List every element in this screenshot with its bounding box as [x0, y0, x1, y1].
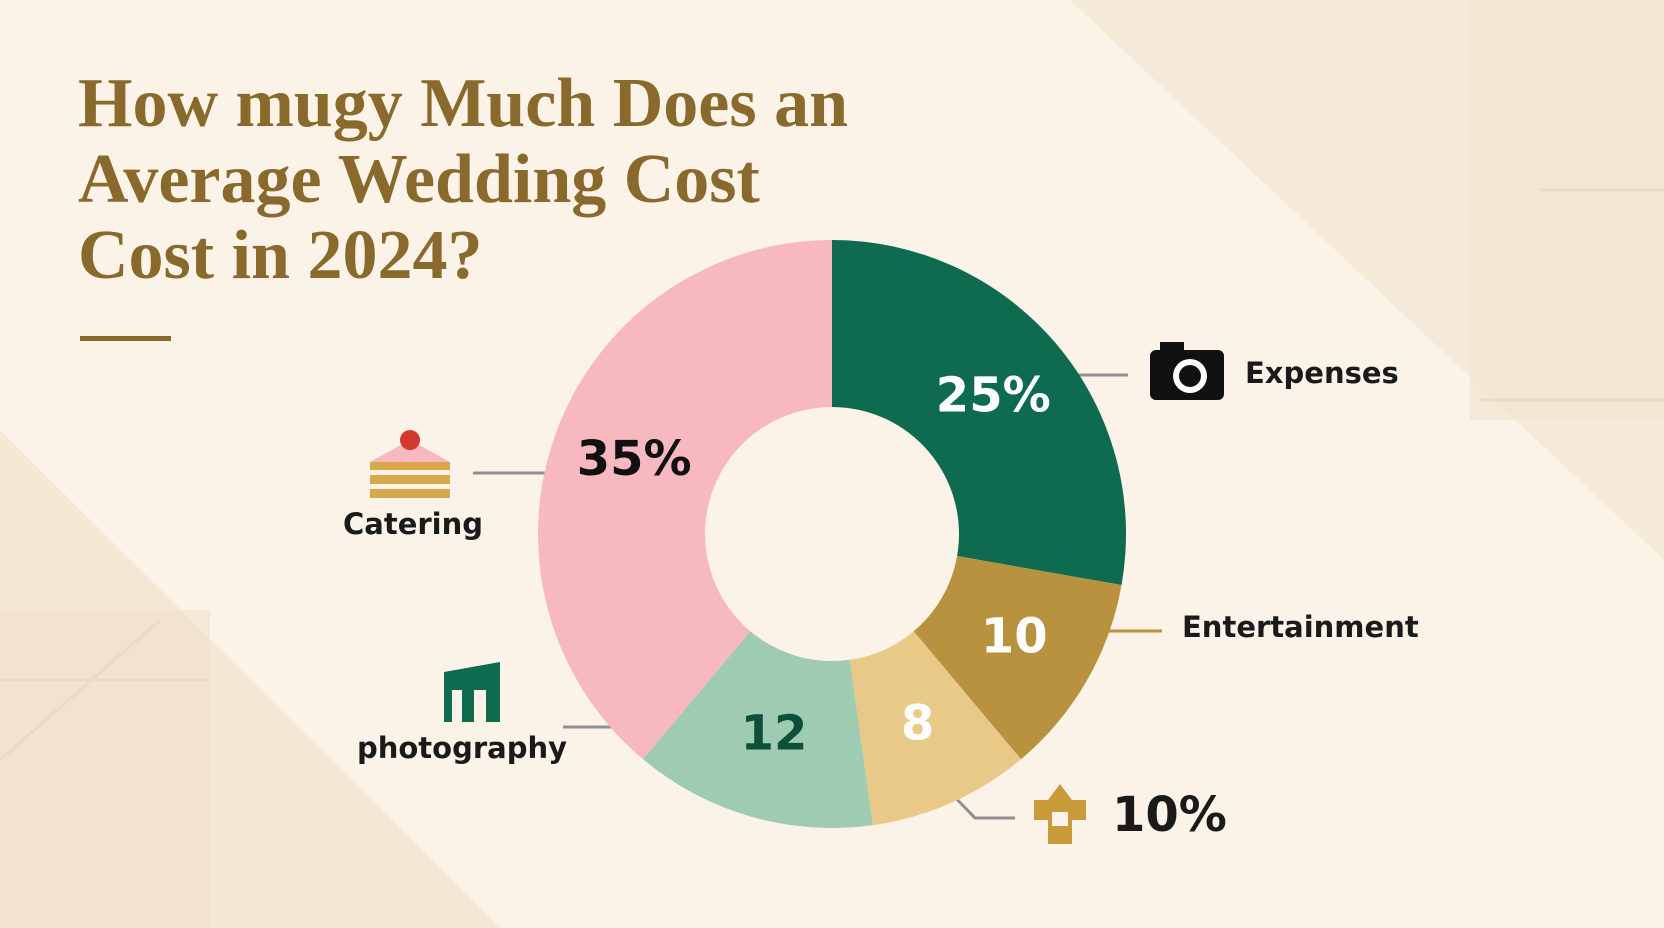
- value-label: 8: [901, 695, 934, 751]
- category-label: photography: [357, 731, 567, 765]
- category-label: Entertainment: [1182, 610, 1419, 644]
- gift-icon: [1034, 784, 1086, 844]
- annotation: 10%: [1112, 787, 1227, 843]
- donut-segment: [849, 631, 1021, 826]
- cake-icon: [370, 430, 450, 498]
- photography-icon: [444, 662, 500, 722]
- title-line: Average Wedding Cost: [78, 141, 760, 218]
- value-label: 10: [981, 608, 1048, 664]
- donut-segment: [643, 631, 873, 828]
- donut-segment: [913, 556, 1122, 760]
- donut-segment: [538, 240, 832, 760]
- camera-icon: [1150, 342, 1224, 400]
- title-line: Cost in 2024?: [78, 217, 482, 294]
- category-label: Catering: [343, 507, 483, 541]
- category-label: Expenses: [1245, 356, 1399, 390]
- value-label: 12: [741, 705, 808, 761]
- donut-segment: [832, 240, 1126, 586]
- title-line: How mugy Much Does an: [78, 65, 848, 142]
- title-rule: [80, 336, 171, 341]
- value-label: 25%: [936, 368, 1051, 424]
- value-label: 35%: [577, 431, 692, 487]
